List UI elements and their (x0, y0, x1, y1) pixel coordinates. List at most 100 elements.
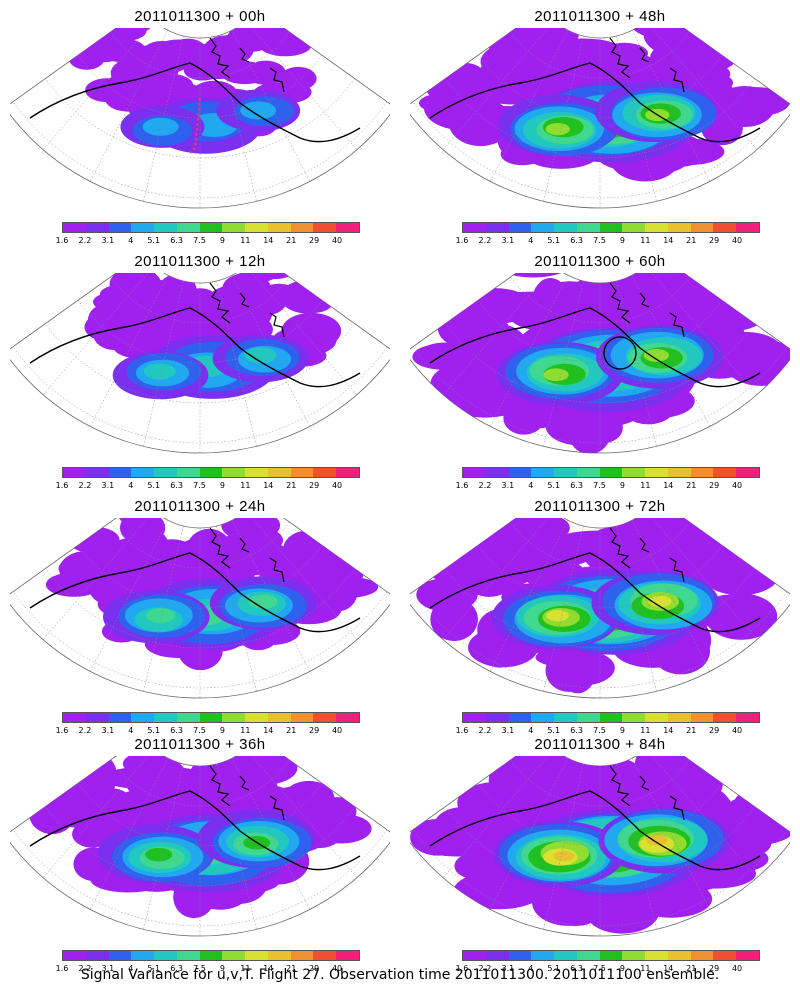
colorbar-labels: 1.6 2.2 3.1 4 5.1 6.3 7.5 9 11 14 21 29 40 (56, 726, 360, 736)
colorbar-tick-label: 11 (640, 964, 651, 973)
colorbar-tick-label: 2.2 (478, 236, 492, 245)
colorbar-tick-label: 6.3 (570, 236, 583, 245)
colorbar-swatch (176, 468, 200, 477)
arctic-islands (209, 527, 285, 583)
colorbar-swatch (622, 223, 646, 232)
colorbar-tick-label: 29 (309, 236, 320, 245)
panel-title: 2011011300 + 84h (534, 736, 666, 753)
graticule (12, 273, 388, 453)
colorbar-tick-label: 3.1 (101, 481, 115, 490)
colorbar-swatch (667, 223, 691, 232)
colorbar-tick-label: 9 (219, 236, 225, 245)
colorbar-swatch (290, 713, 314, 722)
graticule (412, 518, 788, 698)
colorbar-tick-label: 9 (219, 481, 225, 490)
colorbar-swatch (245, 713, 268, 722)
colorbar-tick-label: 3.1 (101, 236, 115, 245)
colorbar-swatch (154, 468, 177, 477)
polar-projection-map (410, 756, 790, 937)
colorbar-tick-label: 29 (309, 481, 320, 490)
colorbar-swatch (690, 223, 714, 232)
colorbar-swatch (599, 468, 623, 477)
colorbar-swatch (336, 951, 359, 960)
colorbar-tick-label: 2.2 (478, 964, 492, 973)
colorbar-tick-label: 21 (286, 481, 297, 490)
colorbar-swatch (108, 223, 132, 232)
variance-patch (75, 761, 116, 802)
coastline (429, 552, 761, 633)
colorbar-swatch (199, 468, 223, 477)
colorbar-swatch (508, 468, 532, 477)
colorbar-swatch (667, 468, 691, 477)
colorbar-tick-label: 6.3 (170, 964, 183, 973)
colorbar-swatch (713, 951, 737, 960)
colorbar-swatch (63, 951, 86, 960)
colorbar-tick-label: 1.6 (455, 481, 469, 490)
colorbar-tick-label: 7.5 (193, 236, 206, 245)
colorbar-tick-label: 40 (331, 964, 343, 973)
colorbar-tick-label: 14 (263, 481, 274, 490)
colorbar-tick-label: 21 (686, 481, 697, 490)
colorbar-tick-label: 29 (709, 236, 720, 245)
colorbar-swatch (63, 468, 86, 477)
colorbar-tick-label: 11 (240, 964, 251, 973)
forecast-panel: 2011011300 + 00h 1.6 2.2 3.1 4 5.1 6.3 7.5 9 11 14… (0, 0, 400, 245)
colorbar-tick-label: 21 (286, 964, 297, 973)
panel-title: 2011011300 + 48h (534, 8, 666, 25)
colorbar-swatch (63, 223, 86, 232)
colorbar-swatch (463, 468, 486, 477)
variance-patch (48, 795, 120, 829)
arctic-islands (209, 37, 285, 93)
colorbar-tick-label: 21 (686, 236, 697, 245)
colorbar-swatch (576, 951, 600, 960)
colorbar-tick-label: 2.2 (478, 481, 492, 490)
colorbar-swatch (485, 951, 509, 960)
colorbar-tick-label: 14 (663, 726, 674, 735)
variance-patch (550, 779, 593, 821)
colorbar-tick-label: 7.5 (193, 481, 206, 490)
colorbar-swatch (290, 951, 314, 960)
colorbar-tick-label: 29 (709, 726, 720, 735)
colorbar (62, 712, 360, 723)
colorbar-tick-label: 14 (263, 964, 274, 973)
colorbar-swatch (313, 468, 337, 477)
colorbar-tick-label: 7.5 (193, 964, 206, 973)
variance-patch (558, 641, 598, 694)
panel-title: 2011011300 + 12h (134, 253, 266, 270)
colorbar-tick-label: 7.5 (593, 236, 606, 245)
colorbar-swatch (622, 468, 646, 477)
colorbar-tick-label: 5.1 (547, 726, 561, 735)
variance-patch (488, 523, 553, 550)
colorbar-tick-label: 11 (240, 236, 251, 245)
colorbar-swatch (108, 951, 132, 960)
variance-patch (98, 38, 146, 63)
coastline (429, 62, 761, 143)
colorbar-tick-label: 1.6 (55, 726, 69, 735)
colorbar-tick-label: 2.2 (78, 236, 92, 245)
colorbar-swatch (245, 223, 268, 232)
variance-contour (143, 363, 176, 380)
colorbar-labels: 1.6 2.2 3.1 4 5.1 6.3 7.5 9 11 14 21 29 40 (456, 481, 760, 491)
variance-field (68, 28, 317, 154)
coastline (29, 307, 361, 388)
colorbar-swatch (245, 951, 268, 960)
colorbar-swatch (599, 951, 623, 960)
arctic-islands (209, 765, 285, 821)
colorbar-tick-label: 1.6 (55, 481, 69, 490)
colorbar (462, 950, 760, 961)
arctic-islands (609, 527, 685, 583)
colorbar-swatch (131, 468, 155, 477)
colorbar-swatch (199, 223, 223, 232)
colorbar-tick-label: 40 (331, 726, 343, 735)
colorbar-swatch (599, 713, 623, 722)
colorbar-swatch (313, 713, 337, 722)
colorbar-swatch (108, 713, 132, 722)
variance-patch (282, 531, 328, 573)
coastline (429, 790, 761, 871)
colorbar-tick-label: 1.6 (455, 726, 469, 735)
colorbar-swatch (622, 713, 646, 722)
polar-projection-map (410, 518, 790, 699)
colorbar-swatch (531, 951, 555, 960)
polar-projection-map (10, 28, 390, 209)
variance-patch (446, 340, 488, 377)
